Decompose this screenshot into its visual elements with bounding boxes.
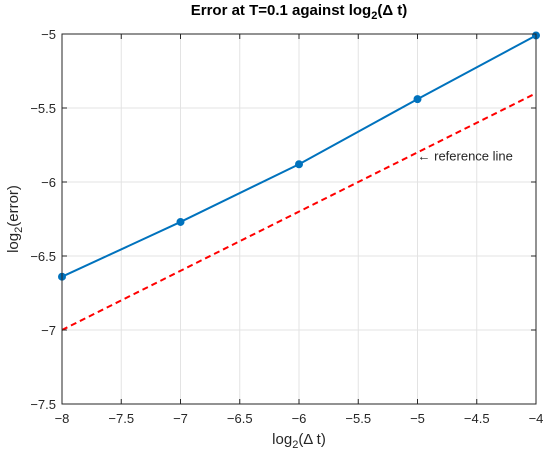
series-layer xyxy=(58,31,540,331)
x-tick-label: −7.5 xyxy=(108,411,134,426)
ticks: −8 −7.5 −7 −6.5 −6 −5.5 −5 −4.5 −4−7.5−7−6.5−6−5… xyxy=(30,27,543,426)
chart-title: Error at T=0.1 against log2(Δ t) xyxy=(191,2,408,22)
data-point-marker xyxy=(176,217,185,226)
y-tick-label: −7.5 xyxy=(30,397,56,412)
reference-line-annotation: ← reference line xyxy=(418,148,513,163)
x-tick-label: −4 xyxy=(529,411,544,426)
data-point-marker xyxy=(295,160,303,169)
y-tick-label: −6.5 xyxy=(30,249,56,264)
x-axis-label: log2(Δ t) xyxy=(272,431,326,451)
x-tick-label: −5 xyxy=(410,411,425,426)
grid xyxy=(61,33,537,405)
y-axis-label: log2(error) xyxy=(5,185,25,253)
x-tick-label: −4.5 xyxy=(464,411,490,426)
x-tick-label: −7 xyxy=(173,411,188,426)
x-tick-label: −6 xyxy=(292,411,307,426)
x-tick-label: −8 xyxy=(55,411,70,426)
x-tick-label: −6.5 xyxy=(227,411,253,426)
y-tick-label: −5.5 xyxy=(30,101,56,116)
series-line xyxy=(61,92,537,331)
y-tick-label: −6 xyxy=(41,175,56,190)
data-point-marker xyxy=(413,95,422,104)
y-tick-label: −7 xyxy=(41,323,56,338)
x-tick-label: −5.5 xyxy=(345,411,371,426)
y-tick-label: −5 xyxy=(41,27,56,42)
